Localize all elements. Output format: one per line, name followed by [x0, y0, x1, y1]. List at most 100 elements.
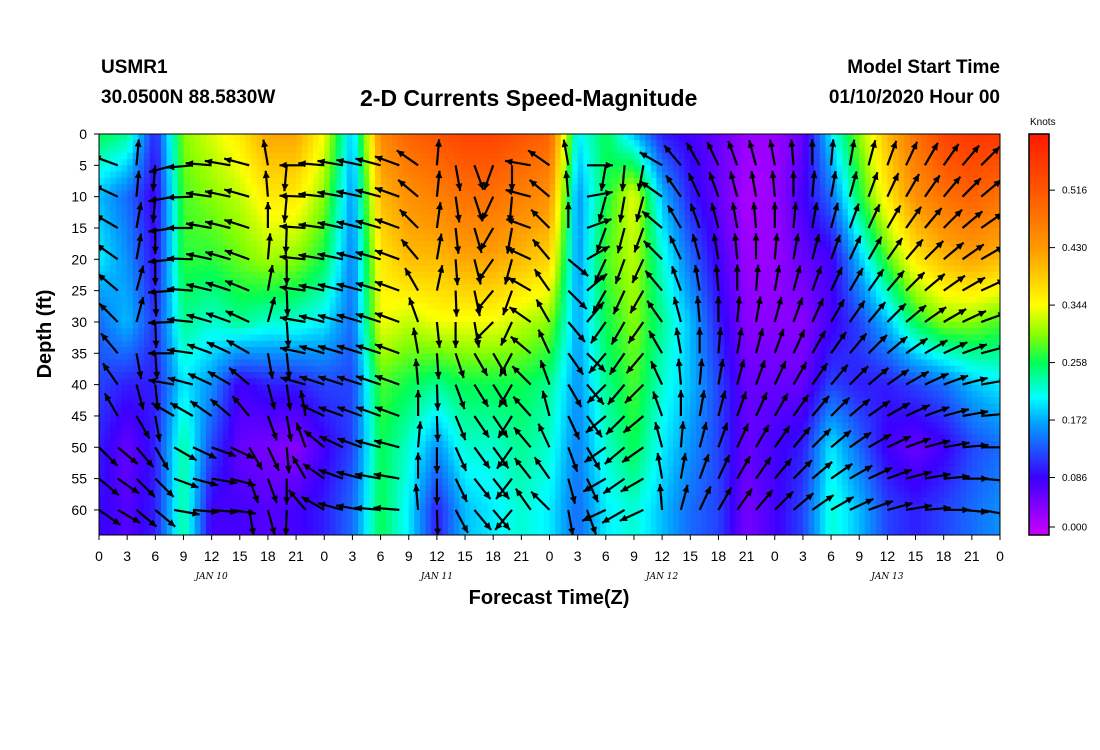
- heatmap-cell: [177, 453, 185, 461]
- heatmap-cell: [312, 372, 320, 379]
- heatmap-cell: [115, 516, 123, 524]
- heatmap-cell: [312, 253, 320, 260]
- heatmap-cell: [205, 146, 213, 154]
- heatmap-cell: [273, 484, 280, 492]
- heatmap-cell: [239, 290, 247, 298]
- heatmap-cell: [290, 522, 297, 530]
- heatmap-cell: [296, 441, 303, 448]
- heatmap-cell: [465, 522, 472, 530]
- heatmap-cell: [498, 265, 506, 273]
- heatmap-cell: [346, 466, 353, 473]
- heatmap-cell: [403, 390, 410, 398]
- heatmap-cell: [312, 522, 320, 530]
- heatmap-cell: [369, 403, 376, 411]
- heatmap-cell: [166, 403, 173, 411]
- heatmap-cell: [301, 234, 308, 242]
- heatmap-cell: [115, 390, 123, 398]
- heatmap-cell: [436, 290, 444, 298]
- heatmap-cell: [521, 522, 528, 530]
- heatmap-cell: [465, 340, 472, 348]
- heatmap-cell: [144, 472, 151, 480]
- heatmap-cell: [419, 278, 427, 285]
- heatmap-cell: [104, 378, 111, 386]
- heatmap-cell: [301, 246, 308, 254]
- heatmap-cell: [335, 340, 342, 348]
- heatmap-cell: [341, 422, 348, 430]
- heatmap-cell: [453, 290, 460, 298]
- heatmap-cell: [228, 315, 235, 323]
- heatmap-cell: [442, 259, 449, 267]
- heatmap-cell: [470, 159, 477, 166]
- heatmap-cell: [189, 497, 196, 505]
- heatmap-cell: [222, 491, 230, 499]
- heatmap-cell: [284, 246, 292, 254]
- heatmap-cell: [239, 165, 247, 173]
- heatmap-cell: [267, 196, 275, 204]
- heatmap-cell: [138, 409, 145, 417]
- heatmap-cell: [329, 309, 337, 317]
- heatmap-cell: [290, 509, 297, 517]
- heatmap-cell: [296, 290, 303, 298]
- heatmap-cell: [149, 453, 156, 461]
- heatmap-cell: [228, 290, 235, 298]
- heatmap-cell: [425, 390, 432, 398]
- heatmap-cell: [183, 253, 190, 260]
- heatmap-cell: [115, 459, 123, 467]
- heatmap-cell: [307, 227, 314, 235]
- heatmap-cell: [205, 428, 213, 436]
- heatmap-cell: [459, 196, 466, 204]
- heatmap-cell: [476, 146, 483, 154]
- heatmap-cell: [205, 134, 213, 141]
- heatmap-cell: [346, 428, 353, 436]
- heatmap-cell: [222, 303, 230, 311]
- heatmap-cell: [307, 522, 314, 530]
- heatmap-cell: [403, 441, 410, 448]
- heatmap-cell: [256, 522, 263, 530]
- heatmap-cell: [374, 177, 382, 185]
- heatmap-cell: [290, 271, 297, 279]
- heatmap-cell: [144, 478, 151, 486]
- heatmap-cell: [481, 271, 489, 279]
- heatmap-cell: [217, 296, 224, 304]
- heatmap-cell: [228, 409, 235, 417]
- heatmap-cell: [267, 503, 275, 511]
- heatmap-cell: [200, 522, 207, 530]
- heatmap-cell: [538, 134, 545, 141]
- heatmap-cell: [493, 221, 500, 229]
- heatmap-cell: [431, 315, 438, 323]
- heatmap-cell: [374, 347, 382, 354]
- heatmap-cell: [301, 290, 308, 298]
- heatmap-cell: [442, 434, 449, 442]
- heatmap-cell: [149, 296, 156, 304]
- heatmap-cell: [200, 422, 207, 430]
- heatmap-cell: [318, 165, 325, 173]
- heatmap-cell: [183, 390, 190, 398]
- heatmap-cell: [149, 303, 156, 311]
- heatmap-cell: [222, 152, 230, 160]
- heatmap-cell: [346, 146, 353, 154]
- heatmap-cell: [245, 290, 252, 298]
- heatmap-cell: [245, 472, 252, 480]
- heatmap-cell: [189, 296, 196, 304]
- heatmap-cell: [211, 503, 218, 511]
- heatmap-cell: [172, 196, 179, 204]
- heatmap-cell: [386, 516, 393, 524]
- heatmap-cell: [160, 215, 168, 223]
- heatmap-cell: [217, 134, 224, 141]
- heatmap-cell: [391, 227, 399, 235]
- heatmap-cell: [358, 234, 365, 242]
- heatmap-cell: [431, 253, 438, 260]
- heatmap-cell: [374, 146, 382, 154]
- heatmap-cell: [149, 397, 156, 405]
- heatmap-cell: [104, 497, 111, 505]
- heatmap-cell: [498, 134, 506, 141]
- heatmap-cell: [312, 209, 320, 217]
- heatmap-cell: [177, 234, 185, 242]
- heatmap-cell: [515, 415, 522, 423]
- heatmap-cell: [194, 441, 201, 448]
- heatmap-cell: [504, 209, 511, 217]
- heatmap-cell: [481, 303, 489, 311]
- heatmap-cell: [273, 165, 280, 173]
- heatmap-cell: [324, 484, 331, 492]
- heatmap-cell: [476, 403, 483, 411]
